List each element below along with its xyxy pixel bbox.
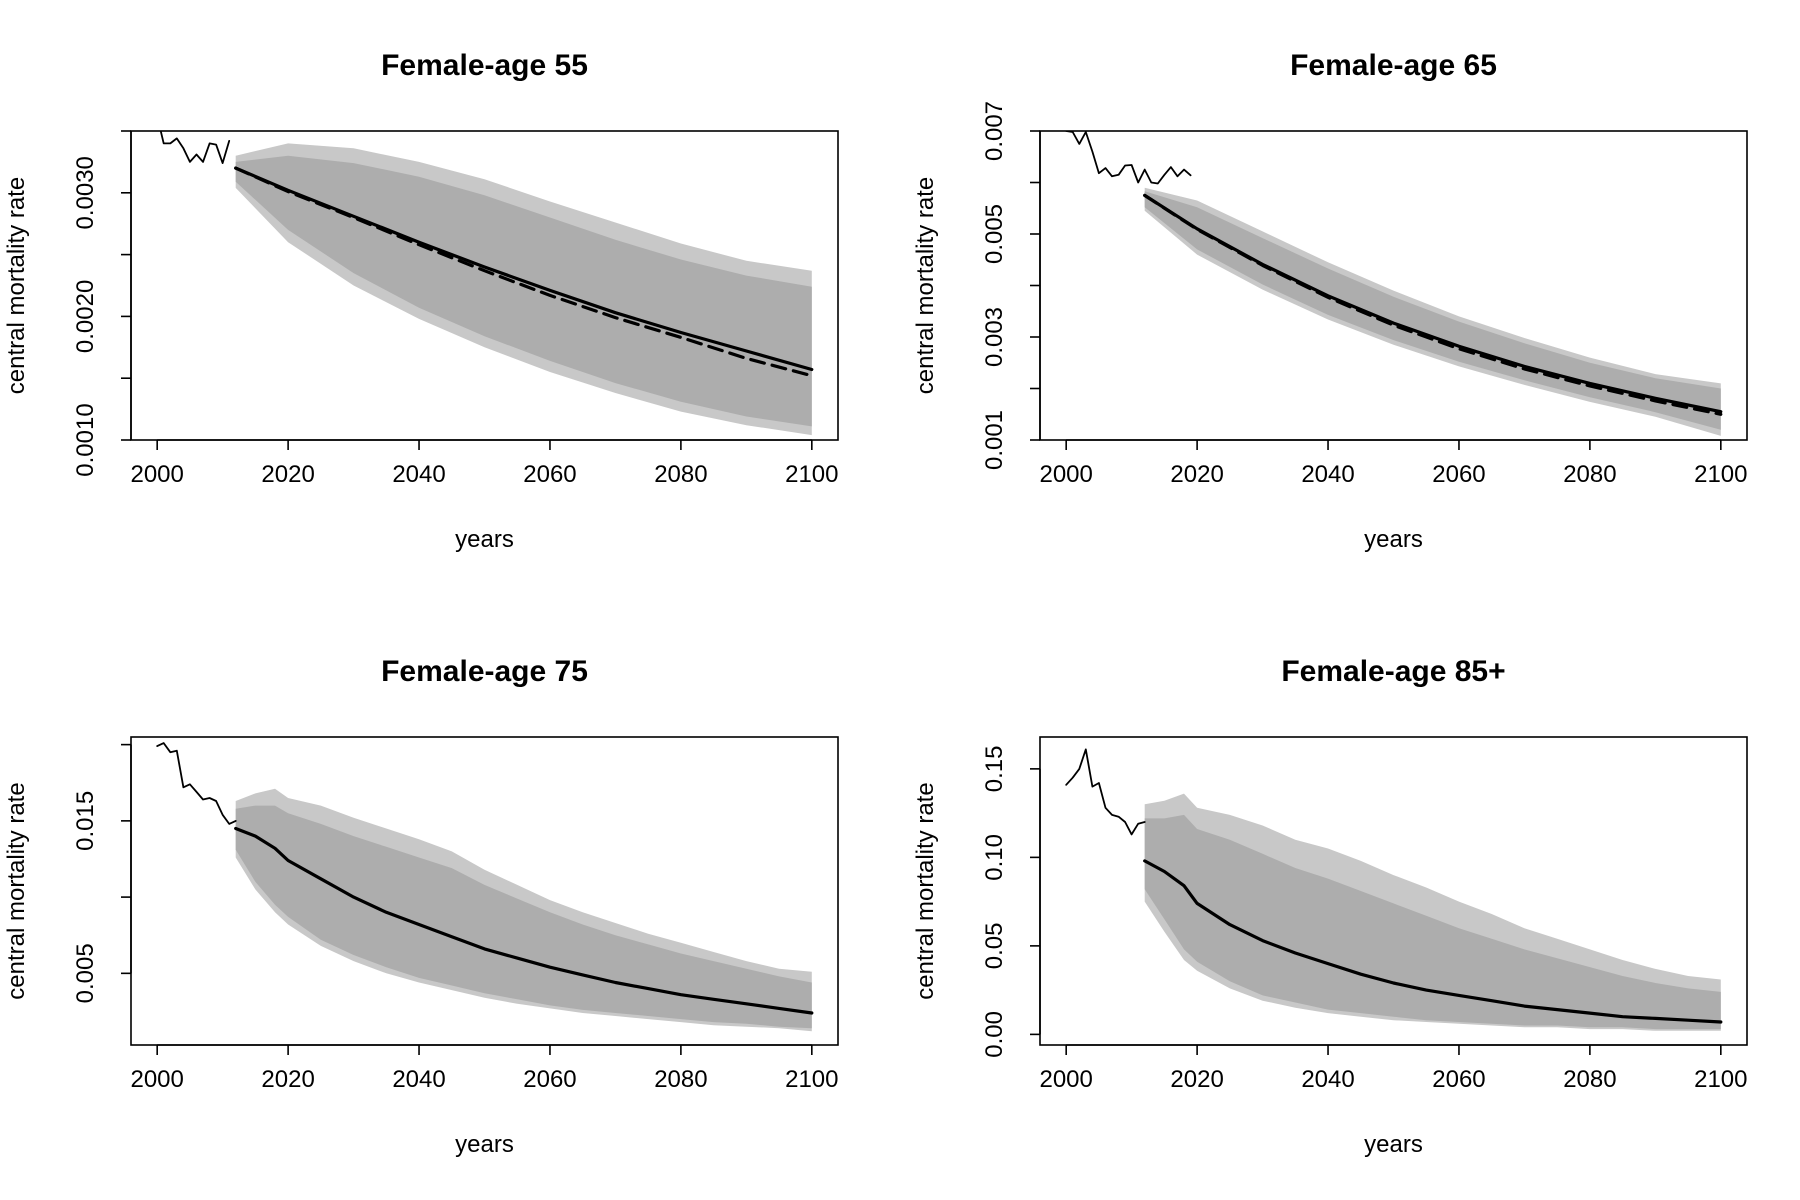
chart-3: 2000 2020 2040 2060 2080 2100 0.00 0.05 0.10 0.15… (912, 655, 1748, 1158)
chart-0-y-tick-label: 0.0020 (72, 280, 99, 353)
chart-0-x-tick-label: 2060 (523, 461, 576, 488)
chart-3-plot-area (1065, 748, 1723, 1031)
chart-1-x-tick-label: 2060 (1432, 461, 1485, 488)
chart-2-x-label: years (455, 1131, 514, 1158)
chart-2-x-tick-label: 2020 (261, 1066, 314, 1093)
chart-3-x-tick-label: 2000 (1039, 1066, 1092, 1093)
chart-3-band-inner (1144, 814, 1721, 1030)
chart-2-title: Female-age 75 (381, 655, 588, 688)
chart-3-y-label: central mortality rate (912, 782, 939, 999)
chart-1-y-label: central mortality rate (912, 177, 939, 394)
chart-2-x-tick-label: 2100 (785, 1066, 838, 1093)
chart-0-y-tick-label: 0.0030 (72, 156, 99, 229)
chart-2: 2000 2020 2040 2060 2080 2100 0.005 0.015 Female… (3, 655, 839, 1158)
chart-3-x-tick-label: 2100 (1694, 1066, 1747, 1093)
chart-3-y-tick-label: 0.05 (981, 923, 1008, 970)
chart-0: 2000 2020 2040 2060 2080 2100 0.0010 0.0020 0.00… (3, 49, 839, 553)
chart-2-y-tick-label: 0.015 (72, 791, 99, 851)
chart-1-x-tick-label: 2080 (1563, 461, 1616, 488)
chart-2-series-observed (156, 742, 237, 825)
chart-2-x-tick-label: 2060 (523, 1066, 576, 1093)
chart-2-x-tick-label: 2000 (130, 1066, 183, 1093)
chart-1-y-tick-label: 0.005 (981, 204, 1008, 264)
chart-0-x-tick-label: 2100 (785, 461, 838, 488)
chart-1-x-tick-label: 2020 (1170, 461, 1223, 488)
chart-0-x-tick-label: 2000 (130, 461, 183, 488)
chart-3-x-tick-label: 2040 (1301, 1066, 1354, 1093)
chart-3-title: Female-age 85+ (1281, 655, 1505, 688)
chart-0-series-forecast-mean (234, 166, 814, 378)
chart-1-y-tick-label: 0.003 (981, 307, 1008, 367)
chart-1-title: Female-age 65 (1290, 49, 1497, 82)
chart-1-x-tick-label: 2100 (1694, 461, 1747, 488)
chart-0-plot-area (159, 131, 814, 436)
chart-0-x-tick-label: 2020 (261, 461, 314, 488)
chart-0-y-tick-label: 0.0010 (72, 403, 99, 476)
chart-1-plot-area (1065, 131, 1723, 436)
chart-1-y-tick-label: 0.001 (981, 410, 1008, 470)
chart-1: 2000 2020 2040 2060 2080 2100 0.001 0.003 0.005 0… (912, 49, 1748, 553)
chart-2-band-inner (235, 805, 812, 1029)
chart-0-series-observed (159, 131, 231, 165)
chart-2-plot-area (156, 742, 814, 1032)
chart-0-x-tick-label: 2080 (654, 461, 707, 488)
chart-2-y-tick-label: 0.005 (72, 943, 99, 1003)
chart-3-x-tick-label: 2060 (1432, 1066, 1485, 1093)
chart-0-y-label: central mortality rate (3, 177, 30, 394)
chart-2-x-tick-label: 2040 (392, 1066, 445, 1093)
chart-3-x-tick-label: 2080 (1563, 1066, 1616, 1093)
chart-2-y-label: central mortality rate (3, 782, 30, 999)
chart-3-x-tick-label: 2020 (1170, 1066, 1223, 1093)
chart-0-x-tick-label: 2040 (392, 461, 445, 488)
chart-2-series-forecast-median (234, 826, 814, 1015)
chart-1-series-forecast-mean (1143, 193, 1723, 416)
chart-0-title: Female-age 55 (381, 49, 588, 82)
chart-2-x-tick-label: 2080 (654, 1066, 707, 1093)
chart-3-series-observed (1065, 748, 1146, 836)
chart-1-band-inner (1144, 191, 1721, 430)
chart-3-y-tick-label: 0.15 (981, 746, 1008, 793)
chart-1-x-tick-label: 2040 (1301, 461, 1354, 488)
chart-1-series-observed (1065, 131, 1192, 185)
chart-1-x-label: years (1364, 526, 1423, 553)
chart-3-y-tick-label: 0.00 (981, 1011, 1008, 1058)
chart-3-x-label: years (1364, 1131, 1423, 1158)
chart-0-band-inner (235, 155, 812, 427)
chart-3-y-tick-label: 0.10 (981, 834, 1008, 881)
chart-1-x-tick-label: 2000 (1039, 461, 1092, 488)
chart-3-series-forecast-median (1143, 859, 1723, 1024)
chart-1-y-tick-label: 0.007 (981, 101, 1008, 161)
chart-0-x-label: years (455, 526, 514, 553)
